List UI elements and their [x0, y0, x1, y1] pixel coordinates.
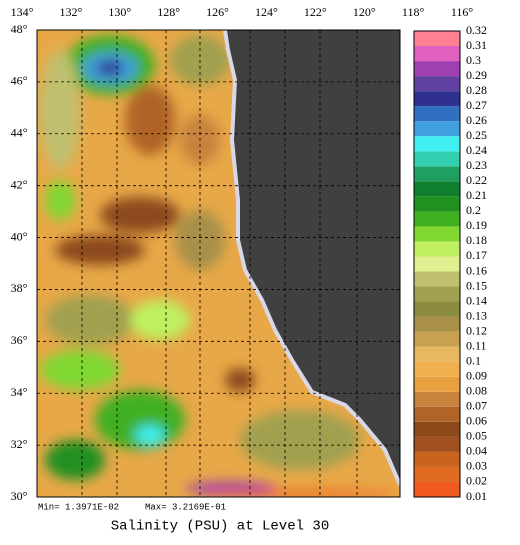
- colorbar-label: 0.04: [466, 444, 487, 458]
- colorbar-swatch: [414, 31, 460, 47]
- lat-label: 44°: [11, 126, 28, 140]
- colorbar-frame: [413, 30, 461, 498]
- colorbar-swatch: [414, 136, 460, 152]
- colorbar-swatch: [414, 451, 460, 467]
- colorbar-swatch: [414, 391, 460, 407]
- colorbar-swatch: [414, 121, 460, 137]
- colorbar-label: 0.1: [466, 353, 481, 367]
- colorbar-label: 0.18: [466, 233, 487, 247]
- lon-label: 116°: [451, 5, 474, 19]
- lon-label: 134°: [11, 5, 34, 19]
- colorbar-swatch: [414, 481, 460, 497]
- land: [225, 30, 400, 485]
- colorbar-label: 0.3: [466, 53, 481, 67]
- colorbar-label: 0.11: [466, 338, 487, 352]
- map-title: Salinity (PSU) at Level 30: [111, 519, 329, 535]
- colorbar-label: 0.02: [466, 474, 487, 488]
- colorbar-label: 0.09: [466, 368, 487, 382]
- colorbar-swatch: [414, 436, 460, 452]
- colorbar-label: 0.05: [466, 429, 487, 443]
- lat-label: 38°: [11, 281, 28, 295]
- colorbar-swatch: [414, 46, 460, 62]
- colorbar-swatch: [414, 211, 460, 227]
- lon-label: 118°: [402, 5, 425, 19]
- colorbar-label: 0.16: [466, 263, 487, 277]
- colorbar-swatch: [414, 286, 460, 302]
- colorbar-swatch: [414, 226, 460, 242]
- lat-label: 32°: [11, 437, 28, 451]
- lon-label: 132°: [59, 5, 82, 19]
- colorbar-swatch: [414, 91, 460, 107]
- colorbar-label: 0.23: [466, 158, 487, 172]
- colorbar-label: 0.03: [466, 459, 487, 473]
- colorbar-label: 0.32: [466, 23, 487, 37]
- max-text: Max= 3.2169E-01: [145, 502, 226, 512]
- colorbar-swatch: [414, 346, 460, 362]
- colorbar-swatch: [414, 271, 460, 287]
- colorbar-label: 0.12: [466, 323, 487, 337]
- coastline: [223, 30, 400, 486]
- lon-label: 126°: [206, 5, 229, 19]
- colorbar-label: 0.06: [466, 414, 487, 428]
- colorbar-swatch: [414, 376, 460, 392]
- lon-label: 120°: [353, 5, 376, 19]
- colorbar-label: 0.2: [466, 203, 481, 217]
- colorbar-label: 0.17: [466, 248, 487, 262]
- colorbar-swatch: [414, 301, 460, 317]
- colorbar-swatch: [414, 361, 460, 377]
- colorbar-label: 0.14: [466, 293, 487, 307]
- min-text: Min= 1.3971E-02: [38, 502, 119, 512]
- colorbar-swatch: [414, 421, 460, 437]
- colorbar-swatch: [414, 406, 460, 422]
- colorbar-swatch: [414, 76, 460, 92]
- map-frame: [36, 29, 401, 498]
- lat-label: 34°: [11, 385, 28, 399]
- colorbar-label: 0.24: [466, 143, 487, 157]
- salinity-field: [37, 30, 400, 497]
- lat-label: 30°: [11, 489, 28, 503]
- colorbar-label: 0.26: [466, 113, 487, 127]
- colorbar-label: 0.31: [466, 38, 487, 52]
- colorbar-label: 0.22: [466, 173, 487, 187]
- lon-label: 122°: [304, 5, 327, 19]
- lat-label: 42°: [11, 177, 28, 191]
- colorbar-swatch: [414, 61, 460, 77]
- colorbar-swatch: [414, 151, 460, 167]
- lon-label: 130°: [108, 5, 131, 19]
- colorbar-label: 0.25: [466, 128, 487, 142]
- colorbar-label: 0.13: [466, 308, 487, 322]
- colorbar-label: 0.07: [466, 399, 487, 413]
- lon-label: 128°: [157, 5, 180, 19]
- colorbar-label: 0.28: [466, 83, 487, 97]
- colorbar-swatch: [414, 106, 460, 122]
- colorbar-label: 0.29: [466, 68, 487, 82]
- lat-label: 48°: [11, 22, 28, 36]
- colorbar-swatch: [414, 241, 460, 257]
- colorbar-swatch: [414, 181, 460, 197]
- colorbar-label: 0.01: [466, 489, 487, 503]
- colorbar-label: 0.27: [466, 98, 487, 112]
- colorbar-swatch: [414, 166, 460, 182]
- field-patterns: [40, 35, 400, 497]
- colorbar-label: 0.08: [466, 384, 487, 398]
- lon-label: 124°: [255, 5, 278, 19]
- lat-label: 46°: [11, 74, 28, 88]
- colorbar-label: 0.19: [466, 218, 487, 232]
- lat-label: 40°: [11, 229, 28, 243]
- colorbar-swatch: [414, 316, 460, 332]
- colorbar-swatch: [414, 331, 460, 347]
- colorbar-label: 0.15: [466, 278, 487, 292]
- colorbar-swatch: [414, 196, 460, 212]
- colorbar-swatch: [414, 466, 460, 482]
- colorbar-swatch: [414, 256, 460, 272]
- graticule: [37, 30, 400, 497]
- colorbar-label: 0.21: [466, 188, 487, 202]
- lat-label: 36°: [11, 333, 28, 347]
